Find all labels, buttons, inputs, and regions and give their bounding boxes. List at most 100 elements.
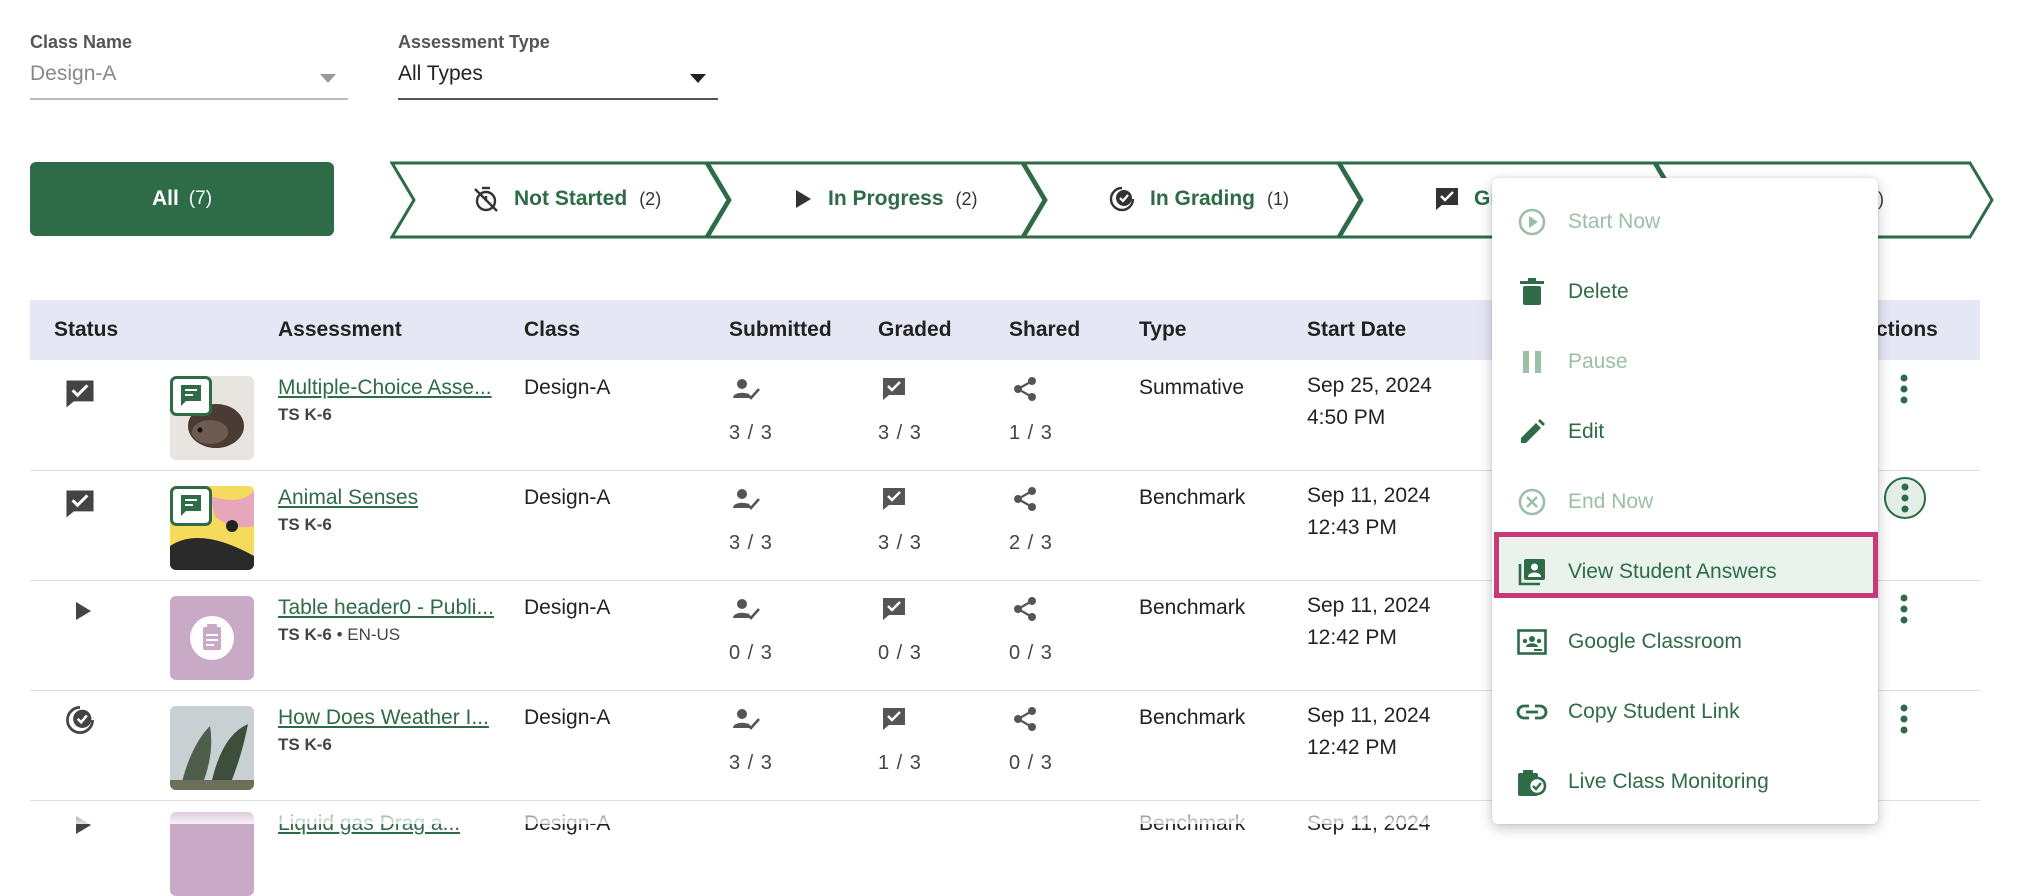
start-date: Sep 11, 2024: [1307, 594, 1431, 617]
menu-item-google-classroom[interactable]: Google Classroom: [1492, 612, 1878, 672]
submitted-icon: [733, 709, 760, 730]
shared-count: 1 / 3: [1009, 422, 1053, 444]
column-submitted[interactable]: Submitted: [729, 318, 832, 341]
google-classroom-icon: [1517, 629, 1547, 655]
column-type[interactable]: Type: [1139, 318, 1187, 341]
column-assessment[interactable]: Assessment: [278, 318, 402, 341]
assessment-title-link[interactable]: Animal Senses: [278, 486, 419, 509]
share-icon: [1014, 707, 1036, 731]
share-icon: [1014, 487, 1036, 511]
share-icon: [1014, 377, 1036, 401]
shared-count: 2 / 3: [1009, 532, 1053, 554]
chevron-down-icon: [320, 74, 336, 83]
start-date: Sep 11, 2024: [1307, 484, 1431, 507]
play-icon: [76, 602, 91, 620]
chevron-down-icon: [690, 74, 706, 83]
highlighted-menu-item-frame: [1494, 532, 1878, 598]
tab-not-started[interactable]: Not Started (2): [472, 162, 661, 236]
class-cell: Design-A: [524, 486, 611, 509]
menu-item-end-now[interactable]: End Now: [1492, 472, 1878, 532]
start-time: 4:50 PM: [1307, 406, 1386, 429]
tab-in-grading-count: (1): [1267, 188, 1289, 209]
submitted-icon: [733, 599, 760, 620]
menu-item-label: End Now: [1568, 490, 1654, 513]
menu-item-view-student-answers[interactable]: View Student Answers: [1492, 542, 1878, 602]
shared-count: 0 / 3: [1009, 752, 1053, 774]
assessment-subtitle: TS K-6 • EN-US: [278, 625, 400, 645]
type-cell: Benchmark: [1139, 486, 1246, 509]
tab-in-grading-label: In Grading: [1150, 187, 1255, 210]
assessment-type-label: Assessment Type: [398, 32, 550, 52]
assessment-title-link[interactable]: Table header0 - Publi...: [278, 596, 494, 619]
menu-item-label: View Student Answers: [1568, 560, 1777, 583]
start-date-cell: Sep 11, 2024 12:43 PM: [1307, 480, 1430, 544]
column-graded[interactable]: Graded: [878, 318, 952, 341]
menu-item-start-now[interactable]: Start Now: [1492, 192, 1878, 252]
menu-item-live-class-monitoring[interactable]: Live Class Monitoring: [1492, 752, 1878, 812]
tab-graded[interactable]: Gr: [1434, 162, 1499, 236]
question-type-icon: [170, 376, 212, 416]
more-actions-icon[interactable]: [1900, 704, 1908, 734]
more-actions-icon[interactable]: [1900, 374, 1908, 404]
column-class[interactable]: Class: [524, 318, 581, 341]
graded-icon: [883, 488, 905, 510]
question-type-icon: [170, 486, 212, 526]
menu-item-label: Google Classroom: [1568, 630, 1742, 653]
menu-item-delete[interactable]: Delete: [1492, 262, 1878, 322]
column-shared[interactable]: Shared: [1009, 318, 1081, 341]
tab-in-grading-shape: [1021, 161, 1362, 239]
play-icon: [796, 190, 811, 208]
menu-item-edit[interactable]: Edit: [1492, 402, 1878, 462]
tab-not-started-shape: [390, 161, 730, 239]
row-divider: [30, 470, 1980, 471]
student-answers-icon: [1518, 559, 1545, 586]
tab-all-count: (7): [188, 188, 213, 209]
assessment-title-link[interactable]: How Does Weather I...: [278, 706, 489, 729]
start-date: Sep 25, 2024: [1307, 374, 1432, 397]
assessment-type-underline: [398, 98, 718, 100]
graded-icon: [1436, 188, 1458, 210]
graded-count: 3 / 3: [878, 532, 922, 554]
assessment-thumbnail: [170, 706, 254, 790]
assessment-thumbnail: [170, 596, 254, 680]
column-actions: ctions: [1876, 318, 1938, 341]
tab-all[interactable]: All (7): [30, 162, 334, 236]
row-divider: [30, 580, 1980, 581]
graded-count: 1 / 3: [878, 752, 922, 774]
tab-not-started-label: Not Started: [514, 187, 628, 210]
more-actions-icon[interactable]: [1901, 483, 1909, 513]
start-time: 12:43 PM: [1307, 516, 1397, 539]
play-circle-icon: [1518, 208, 1546, 236]
row-divider: [30, 690, 1980, 691]
tab-in-progress[interactable]: In Progress (2): [792, 162, 978, 236]
pencil-icon: [1521, 419, 1545, 443]
class-name-select[interactable]: Design-A: [30, 58, 348, 100]
grade-label: TS K-6: [278, 405, 332, 424]
class-cell: Design-A: [524, 706, 611, 729]
tab-in-grading[interactable]: In Grading (1): [1108, 162, 1289, 236]
menu-item-copy-student-link[interactable]: Copy Student Link: [1492, 682, 1878, 742]
graded-icon: [66, 380, 94, 408]
trash-icon: [1520, 278, 1544, 305]
graded-icon: [883, 708, 905, 730]
share-icon: [1014, 597, 1036, 621]
graded-icon: [66, 490, 94, 518]
grade-label: TS K-6: [278, 515, 332, 534]
menu-item-label: Delete: [1568, 280, 1629, 303]
assessment-title-link[interactable]: Multiple-Choice Asse...: [278, 376, 492, 399]
more-actions-icon[interactable]: [1900, 594, 1908, 624]
monitoring-icon: [1518, 770, 1547, 796]
menu-item-label: Edit: [1568, 420, 1605, 443]
shared-count: 0 / 3: [1009, 642, 1053, 664]
column-status[interactable]: Status: [54, 318, 119, 341]
menu-item-pause[interactable]: Pause: [1492, 332, 1878, 392]
submitted-icon: [733, 379, 760, 400]
submitted-count: 3 / 3: [729, 422, 773, 444]
timer-off-icon: [474, 186, 498, 212]
submitted-count: 3 / 3: [729, 532, 773, 554]
actions-menu: [1492, 178, 1878, 824]
assessment-type-select[interactable]: All Types: [398, 58, 718, 100]
type-cell: Benchmark: [1139, 596, 1246, 619]
column-start-date[interactable]: Start Date: [1307, 318, 1407, 341]
graded-count: 3 / 3: [878, 422, 922, 444]
